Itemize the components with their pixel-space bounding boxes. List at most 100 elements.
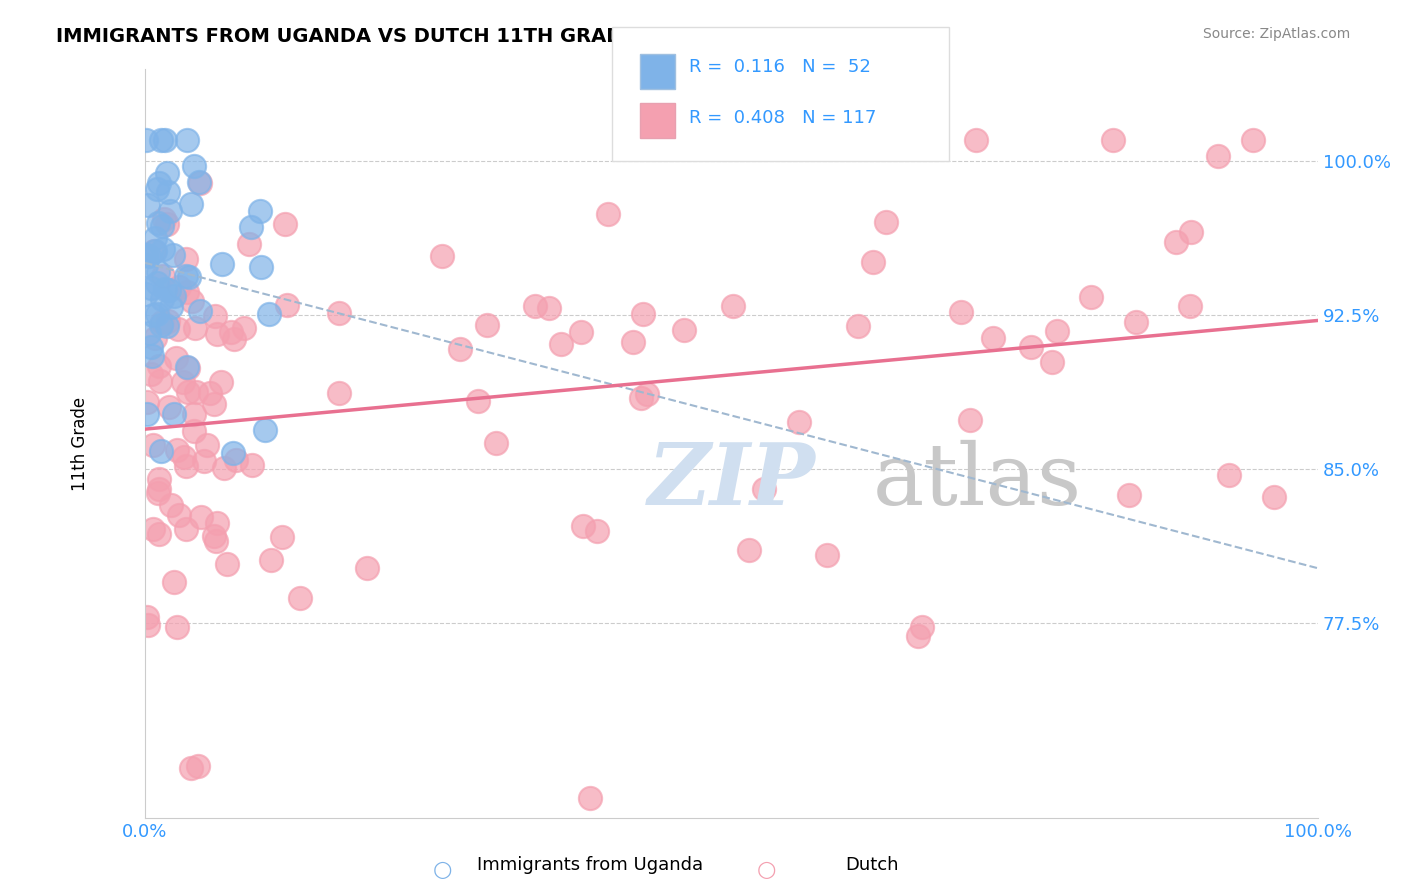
Point (149, 443, 172, 458)
Point (159, 400, 181, 414)
Point (148, 359, 170, 373)
Point (152, 219, 174, 234)
Point (163, 289, 186, 303)
Point (328, 305, 350, 319)
Point (135, 248, 157, 262)
Point (172, 375, 194, 389)
Point (184, 384, 207, 399)
Point (1206, 149, 1229, 163)
Point (141, 349, 163, 363)
Point (176, 522, 198, 536)
Point (965, 133, 987, 147)
Point (167, 322, 190, 336)
Point (232, 320, 254, 334)
Point (148, 472, 170, 486)
Point (621, 335, 644, 350)
Point (630, 391, 652, 405)
Point (569, 325, 592, 339)
Point (183, 424, 205, 438)
Point (222, 332, 245, 346)
Point (135, 287, 157, 301)
Point (153, 133, 176, 147)
Point (135, 133, 157, 147)
Point (176, 459, 198, 474)
Point (150, 292, 173, 306)
Point (157, 314, 180, 328)
Point (143, 231, 166, 245)
Text: R =  0.116   N =  52: R = 0.116 N = 52 (689, 58, 870, 76)
Point (631, 307, 654, 321)
Point (153, 282, 176, 296)
Point (146, 486, 169, 500)
Point (143, 244, 166, 259)
Point (136, 408, 159, 422)
Point (187, 759, 209, 773)
Point (143, 331, 166, 345)
Point (136, 394, 159, 409)
Point (1180, 299, 1202, 313)
Point (1102, 133, 1125, 147)
Text: ZIP: ZIP (648, 439, 815, 523)
Point (150, 318, 173, 333)
Point (152, 268, 174, 283)
Point (204, 310, 226, 324)
Point (815, 548, 838, 562)
Point (136, 617, 159, 632)
Point (157, 283, 180, 297)
Point (167, 280, 190, 294)
Point (166, 443, 188, 458)
Point (260, 553, 283, 567)
Point (572, 519, 595, 533)
Text: atlas: atlas (872, 440, 1081, 523)
Point (550, 336, 572, 351)
Point (149, 133, 172, 147)
Point (907, 628, 929, 642)
Point (193, 454, 215, 468)
Point (173, 450, 195, 464)
Point (249, 203, 271, 218)
Point (254, 423, 277, 437)
Point (152, 242, 174, 256)
Point (136, 610, 159, 624)
Point (166, 620, 188, 634)
Point (198, 385, 221, 400)
Point (862, 254, 884, 268)
Point (271, 530, 294, 544)
Point (188, 176, 211, 190)
Point (188, 304, 211, 318)
Point (250, 260, 273, 275)
Point (1040, 354, 1063, 368)
Point (148, 176, 170, 190)
Point (911, 620, 934, 634)
Point (721, 299, 744, 313)
Text: IMMIGRANTS FROM UGANDA VS DUTCH 11TH GRADE CORRELATION CHART: IMMIGRANTS FROM UGANDA VS DUTCH 11TH GRA… (56, 27, 876, 45)
Point (205, 516, 228, 530)
Point (177, 384, 200, 399)
Point (187, 175, 209, 189)
Point (1218, 468, 1240, 483)
Point (202, 529, 225, 543)
Point (135, 258, 157, 272)
Point (1080, 290, 1102, 304)
Point (636, 387, 658, 401)
Point (202, 397, 225, 411)
Point (176, 133, 198, 147)
Point (142, 308, 165, 322)
Point (523, 299, 546, 313)
Point (143, 244, 166, 258)
Point (538, 301, 561, 315)
Point (157, 185, 180, 199)
Point (139, 368, 162, 382)
Point (949, 305, 972, 319)
Point (1180, 225, 1202, 239)
Point (159, 498, 181, 512)
Point (222, 446, 245, 460)
Point (139, 340, 162, 354)
Point (183, 159, 205, 173)
Point (150, 315, 173, 329)
Point (180, 761, 202, 775)
Point (138, 326, 160, 340)
Point (195, 438, 218, 452)
Point (146, 276, 169, 290)
Point (148, 482, 170, 496)
